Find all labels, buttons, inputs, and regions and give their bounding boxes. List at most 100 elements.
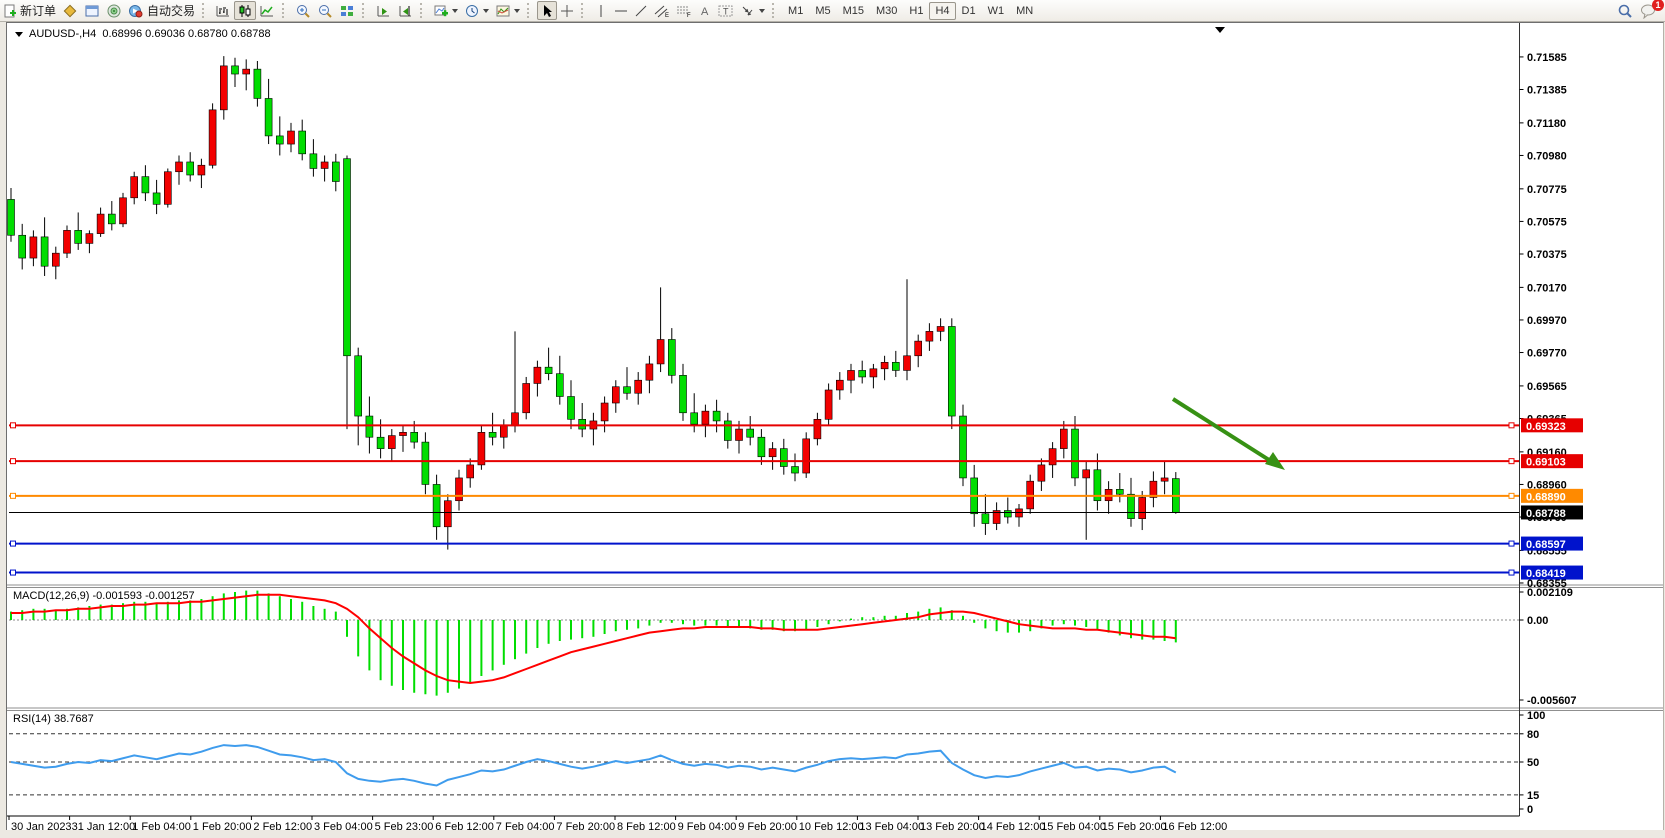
- candle: [1116, 489, 1124, 495]
- timeframe-D1[interactable]: D1: [961, 4, 976, 17]
- collapse-icon[interactable]: [15, 31, 23, 37]
- crosshair-tool-button[interactable]: [557, 1, 577, 20]
- dropdown-caret-icon[interactable]: [759, 8, 766, 13]
- timeframe-M15[interactable]: M15: [842, 4, 864, 17]
- dropdown-caret-icon[interactable]: [514, 8, 521, 13]
- svg-text:13 Feb 20:00: 13 Feb 20:00: [920, 821, 985, 830]
- main-toolbar: 新订单 自动交易: [0, 0, 1665, 22]
- candle: [847, 370, 855, 381]
- toolbar-grip[interactable]: [772, 3, 779, 18]
- crosshair-icon: [561, 4, 574, 17]
- candle: [242, 68, 250, 75]
- candle: [96, 213, 105, 234]
- zoom-in-button[interactable]: [292, 1, 314, 20]
- candle-chart-mode-button[interactable]: [234, 1, 257, 20]
- candle: [18, 234, 26, 259]
- candle: [29, 236, 38, 259]
- svg-text:0.68788: 0.68788: [1526, 508, 1566, 520]
- toolbar-grip[interactable]: [420, 3, 427, 18]
- toolbar-grip[interactable]: [362, 3, 369, 18]
- candle: [1082, 469, 1090, 479]
- arrows-icon: [742, 6, 753, 15]
- candle: [63, 230, 71, 254]
- data-window-button[interactable]: [81, 1, 103, 20]
- templates-button[interactable]: [492, 1, 523, 20]
- notifications-button[interactable]: 1: [1637, 0, 1664, 20]
- resistance-line-1-handle[interactable]: [10, 422, 16, 429]
- resistance-line-1-handle[interactable]: [1508, 422, 1515, 429]
- dropdown-caret-icon[interactable]: [483, 8, 490, 13]
- down-trend-arrow-annotation[interactable]: [1171, 397, 1285, 470]
- vertical-line-tool-button[interactable]: [591, 1, 611, 20]
- periods-button[interactable]: [461, 1, 492, 20]
- timeframe-M30[interactable]: M30: [876, 4, 898, 17]
- notification-badge[interactable]: 1: [1652, 0, 1664, 11]
- text-tool-button[interactable]: A: [695, 1, 715, 20]
- candle: [130, 176, 138, 199]
- fibonacci-icon: F: [677, 6, 691, 18]
- support-line-orange-handle[interactable]: [1508, 492, 1515, 499]
- candle: [51, 252, 60, 267]
- resistance-line-2-handle[interactable]: [10, 458, 16, 465]
- svg-text:0.69770: 0.69770: [1527, 348, 1567, 360]
- support-line-blue-2-handle[interactable]: [1508, 569, 1515, 576]
- bar-chart-icon: [216, 5, 230, 16]
- time-axis[interactable]: 30 Jan 2023 31 Jan 12:001 Feb 04:00 1 Feb …: [8, 816, 1227, 833]
- channel-tool-button[interactable]: E: [651, 1, 673, 20]
- candle: [858, 370, 867, 378]
- chart-window[interactable]: 0.71585 0.71385 0.71180 0.70980 0.70775 0.705…: [6, 22, 1664, 833]
- candle: [735, 428, 743, 441]
- resistance-line-2-handle[interactable]: [1508, 458, 1515, 465]
- chart-shift-button[interactable]: [394, 1, 416, 20]
- candle: [555, 373, 564, 397]
- trendline-tool-button[interactable]: [631, 1, 651, 20]
- svg-text:16 Feb 12:00: 16 Feb 12:00: [1162, 821, 1227, 830]
- strategy-tester-button[interactable]: [103, 1, 125, 20]
- toolbar-grip[interactable]: [581, 3, 588, 18]
- horizontal-line-tool-button[interactable]: [611, 1, 631, 20]
- svg-text:0.69103: 0.69103: [1526, 457, 1566, 469]
- candle: [141, 176, 150, 194]
- support-line-blue-1-handle[interactable]: [1508, 540, 1515, 547]
- toolbar-grip[interactable]: [527, 3, 534, 18]
- market-watch-button[interactable]: [59, 1, 81, 20]
- svg-text:0.70575: 0.70575: [1527, 216, 1567, 228]
- zoom-out-button[interactable]: [314, 1, 336, 20]
- dropdown-caret-icon[interactable]: [452, 8, 459, 13]
- indicators-button[interactable]: [430, 1, 461, 20]
- chart-shift-marker-icon[interactable]: [1215, 27, 1225, 33]
- toolbar-grip[interactable]: [202, 3, 209, 18]
- text-label-tool-button[interactable]: T: [715, 1, 737, 20]
- search-button[interactable]: [1613, 1, 1637, 20]
- candle: [611, 386, 620, 404]
- svg-text:31 Jan 12:00: 31 Jan 12:00: [72, 821, 136, 830]
- cursor-icon: [544, 4, 553, 17]
- candle: [869, 368, 878, 378]
- support-line-orange-handle[interactable]: [10, 492, 16, 499]
- toolbar-grip[interactable]: [282, 3, 289, 18]
- candle: [488, 432, 497, 438]
- timeframe-M5[interactable]: M5: [815, 4, 831, 17]
- timeframe-M1[interactable]: M1: [788, 4, 804, 17]
- tile-windows-button[interactable]: [336, 1, 358, 20]
- auto-scroll-button[interactable]: [372, 1, 394, 20]
- timeframe-H4[interactable]: H4: [929, 1, 956, 20]
- timeframe-W1[interactable]: W1: [987, 4, 1005, 17]
- svg-text:0.002109: 0.002109: [1527, 587, 1573, 599]
- svg-text:0.68960: 0.68960: [1527, 479, 1567, 491]
- bar-chart-mode-button[interactable]: [212, 1, 234, 20]
- chart-canvas[interactable]: 0.71585 0.71385 0.71180 0.70980 0.70775 0.705…: [7, 23, 1663, 833]
- autotrade-button[interactable]: 自动交易: [125, 1, 198, 20]
- svg-text:10 Feb 12:00: 10 Feb 12:00: [799, 821, 864, 830]
- arrows-tool-button[interactable]: [737, 1, 768, 20]
- new-order-button[interactable]: 新订单: [0, 1, 59, 20]
- candle: [757, 436, 766, 458]
- timeframe-MN[interactable]: MN: [1016, 4, 1034, 17]
- line-chart-mode-button[interactable]: [256, 1, 278, 20]
- timeframe-H1[interactable]: H1: [909, 4, 924, 17]
- support-line-blue-2-handle[interactable]: [10, 569, 16, 576]
- cursor-tool-button[interactable]: [537, 1, 558, 20]
- support-line-blue-1-handle[interactable]: [10, 540, 16, 547]
- price-axis[interactable]: 0.71585 0.71385 0.71180 0.70980 0.70775 0.705…: [1519, 52, 1584, 590]
- fibonacci-tool-button[interactable]: F: [673, 1, 695, 20]
